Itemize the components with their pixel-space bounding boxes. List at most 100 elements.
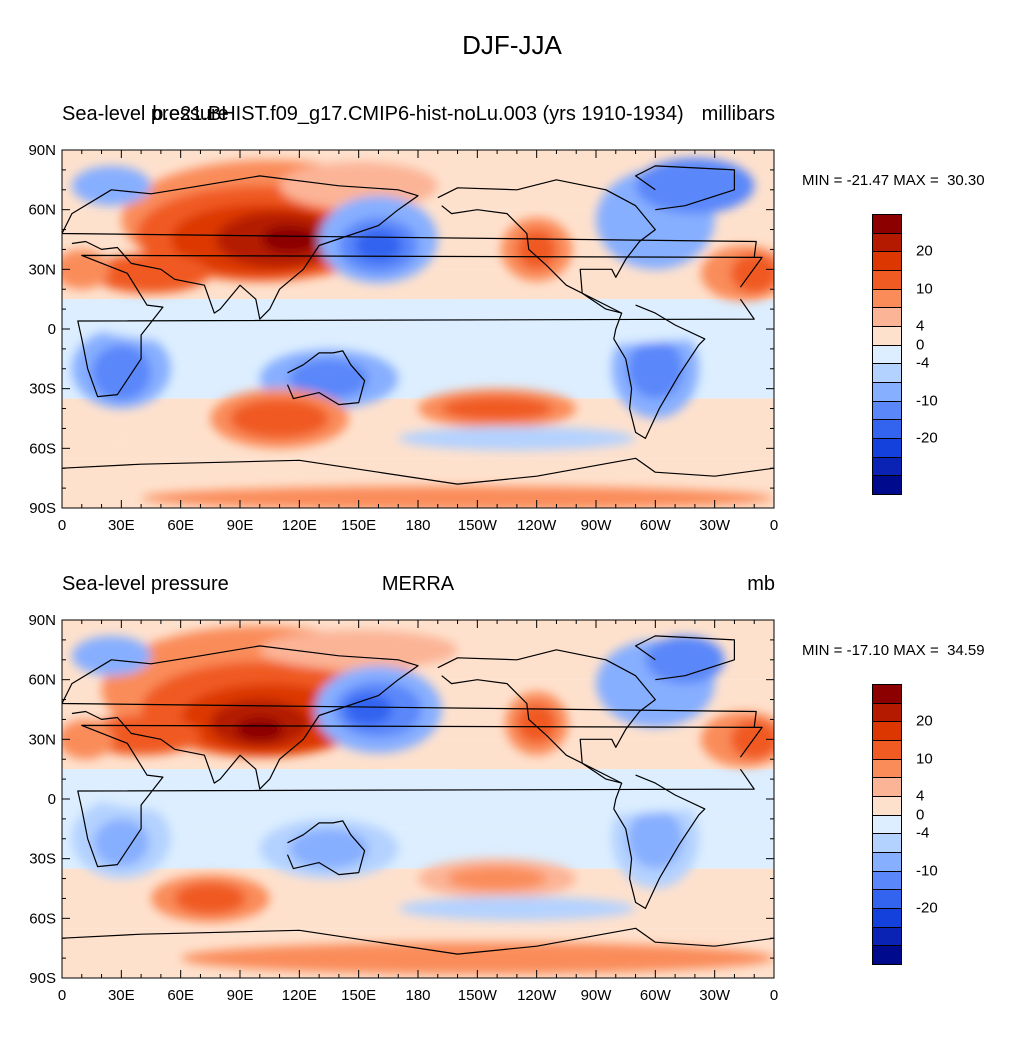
colorbar-swatch	[872, 456, 902, 477]
lat-tick-label: 60N	[28, 202, 56, 219]
colorbar-swatch	[872, 214, 902, 234]
coastline	[437, 649, 656, 784]
colorbar-swatch	[872, 475, 902, 495]
colorbar-label: -10	[916, 862, 938, 880]
colorbar-swatch	[872, 232, 902, 253]
colorbar-swatch	[872, 307, 902, 327]
lon-tick-label: 90E	[227, 987, 254, 1004]
lat-tick-label: 30S	[29, 381, 56, 398]
max-value: MAX = 30.30	[893, 172, 985, 189]
coastline	[613, 774, 706, 909]
coastline	[77, 254, 763, 398]
lon-tick-label: 0	[58, 517, 66, 534]
pressure-anomaly-region	[91, 253, 211, 294]
map-plot: 0 30E 60E 90E 120E 150E 180 150W 120W 90W 60W 30W 09…	[28, 142, 778, 534]
coastline	[286, 820, 366, 876]
coastline	[635, 635, 735, 681]
lon-tick-label: 120W	[517, 987, 557, 1004]
lon-tick-label: 60W	[640, 517, 672, 534]
lat-tick-label: 30N	[28, 731, 56, 748]
pressure-anomaly-region	[259, 629, 458, 670]
colorbar-swatch	[872, 796, 902, 816]
lon-tick-label: 0	[770, 987, 778, 1004]
colorbar-swatch	[872, 400, 902, 421]
colorbar-label: -10	[916, 392, 938, 410]
pressure-anomaly-region	[730, 719, 774, 760]
pressure-anomaly-region	[447, 866, 547, 891]
variable-label: Sea-level pressure	[62, 573, 229, 595]
lat-tick-label: 60S	[29, 440, 56, 457]
lon-tick-label: 60E	[167, 987, 194, 1004]
lat-tick-label: 90S	[29, 970, 56, 987]
units-label: millibars	[701, 103, 775, 125]
colorbar-swatch	[872, 288, 902, 309]
pressure-anomaly-region	[516, 703, 557, 744]
colorbar-swatch	[872, 852, 902, 872]
coastline	[62, 175, 757, 320]
pressure-anomaly-region	[91, 344, 151, 401]
colorbar-swatch	[872, 419, 902, 439]
min-max-readout: MIN = -21.47 MAX = 30.30	[802, 172, 985, 189]
colorbar-swatch	[872, 721, 902, 741]
pressure-anomaly-region	[516, 229, 557, 270]
pressure-anomaly-region	[62, 426, 181, 451]
lat-tick-label: 30N	[28, 261, 56, 278]
min-value: MIN = -17.10	[802, 642, 890, 659]
lon-tick-label: 120W	[517, 517, 557, 534]
variable-label: Sea-level pressure	[62, 103, 229, 125]
lon-tick-label: 120E	[282, 517, 317, 534]
colorbar-swatch	[872, 363, 902, 383]
colorbar-label: 10	[916, 750, 933, 768]
lat-tick-label: 90N	[28, 142, 56, 159]
colorbar-swatch	[872, 740, 902, 760]
colorbar-swatch	[872, 758, 902, 779]
pressure-anomaly-region	[344, 693, 393, 726]
lon-tick-label: 30W	[699, 987, 731, 1004]
colorbar-swatch	[872, 270, 902, 290]
min-max-readout: MIN = -17.10 MAX = 34.59	[802, 642, 985, 659]
pressure-anomaly-region	[93, 818, 150, 867]
colorbar-swatch	[872, 344, 902, 365]
lat-tick-label: 90S	[29, 500, 56, 517]
pressure-anomaly-region	[261, 225, 318, 254]
colorbar-swatch	[872, 684, 902, 704]
pressure-anomaly-region	[174, 882, 246, 915]
colorbar-swatch	[872, 945, 902, 965]
pressure-anomaly-region	[289, 828, 369, 869]
colorbar-label: -20	[916, 899, 938, 917]
pressure-anomaly-region	[236, 717, 284, 742]
lon-tick-label: 150E	[341, 517, 376, 534]
lon-tick-label: 30E	[108, 517, 135, 534]
lat-tick-label: 30S	[29, 851, 56, 868]
lon-tick-label: 150E	[341, 987, 376, 1004]
coastline	[77, 724, 763, 868]
pressure-anomaly-region	[627, 808, 684, 869]
lon-tick-label: 90W	[581, 987, 613, 1004]
lat-tick-label: 0	[48, 791, 56, 808]
colorbar-swatch	[872, 908, 902, 928]
case-label: MERRA	[381, 573, 455, 595]
pressure-anomaly-region	[71, 635, 151, 676]
case-label: b.e21.BHIST.f09_g17.CMIP6-hist-noLu.003 …	[152, 103, 684, 125]
lon-tick-label: 0	[770, 517, 778, 534]
pressure-anomaly-region	[398, 896, 636, 921]
pressure-anomaly-region	[289, 358, 369, 399]
colorbar-swatch	[872, 251, 902, 271]
lon-tick-label: 60W	[640, 987, 672, 1004]
coastline	[635, 165, 735, 211]
pressure-anomaly-region	[71, 165, 151, 206]
lon-tick-label: 180	[405, 987, 430, 1004]
coastline	[613, 304, 706, 439]
lon-tick-label: 0	[58, 987, 66, 1004]
colorbar-label: -4	[916, 354, 930, 372]
colorbar-label: 20	[916, 712, 933, 730]
colorbar-swatch	[872, 889, 902, 909]
lon-tick-label: 180	[405, 517, 430, 534]
pressure-anomaly-region	[398, 426, 636, 451]
pressure-anomaly-region	[101, 779, 735, 819]
colorbar-swatch	[872, 382, 902, 402]
colorbar-swatch	[872, 702, 902, 723]
colorbar-swatch	[872, 926, 902, 947]
coastline	[62, 457, 774, 485]
pressure-anomaly-region	[279, 161, 438, 210]
